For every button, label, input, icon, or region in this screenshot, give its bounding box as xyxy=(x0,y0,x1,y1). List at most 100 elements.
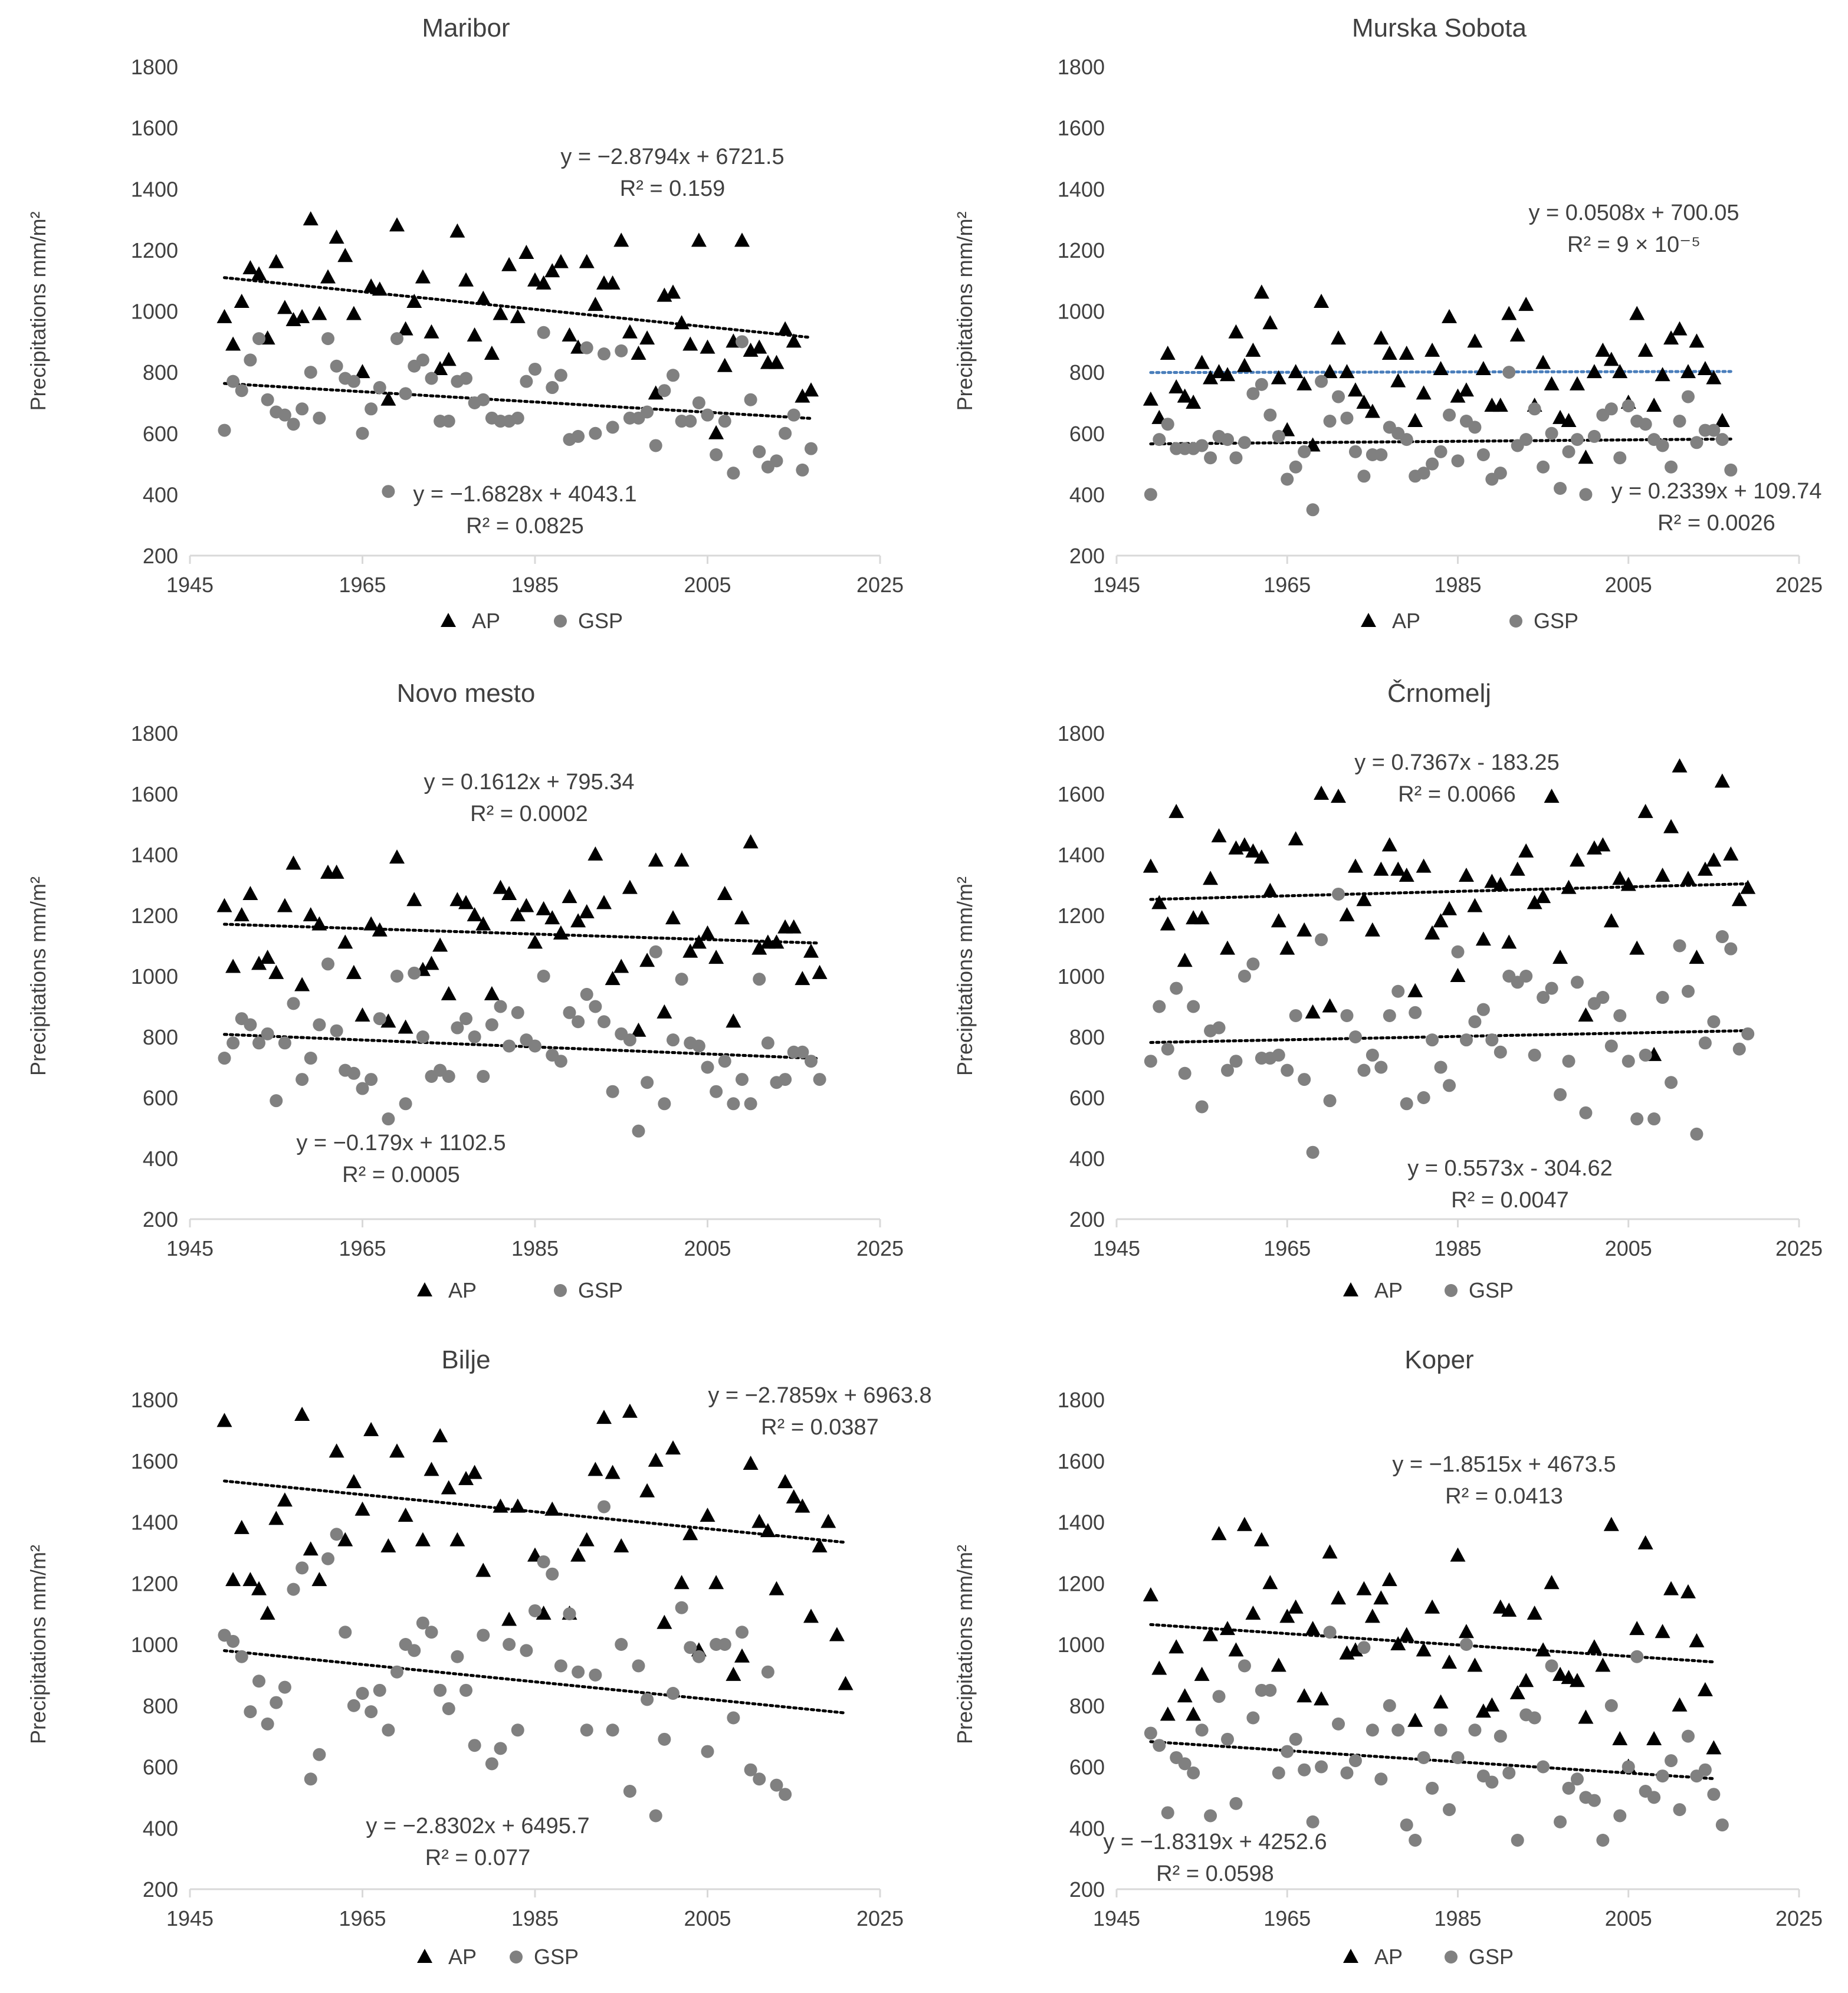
point-gsp xyxy=(1315,375,1328,388)
point-gsp xyxy=(813,1073,826,1086)
point-gsp xyxy=(261,393,274,406)
point-gsp xyxy=(554,1659,567,1673)
point-gsp xyxy=(632,1124,645,1138)
point-ap xyxy=(803,382,819,397)
point-gsp xyxy=(1715,930,1729,944)
point-gsp xyxy=(1621,399,1635,413)
point-gsp xyxy=(675,973,688,986)
point-gsp xyxy=(278,408,291,422)
point-ap xyxy=(1194,354,1210,369)
point-gsp xyxy=(1332,1717,1345,1731)
point-ap xyxy=(682,336,698,351)
y-tick-label: 1800 xyxy=(131,55,178,79)
point-ap xyxy=(389,217,405,232)
y-axis-label: Precipitations mm/m² xyxy=(26,1545,50,1744)
point-gsp xyxy=(468,1739,481,1752)
point-ap xyxy=(657,1614,672,1629)
point-gsp xyxy=(779,1788,792,1801)
point-ap xyxy=(1527,895,1542,910)
point-ap xyxy=(441,986,457,1000)
legend-marker-gsp xyxy=(554,615,567,628)
point-ap xyxy=(251,1581,267,1595)
point-ap xyxy=(1143,858,1158,873)
y-tick-label: 800 xyxy=(1069,360,1105,385)
point-ap xyxy=(1620,876,1636,891)
point-ap xyxy=(708,950,724,964)
point-gsp xyxy=(1281,1745,1294,1758)
point-ap xyxy=(1364,1608,1380,1623)
point-gsp xyxy=(1426,457,1439,471)
point-gsp xyxy=(347,1066,360,1080)
y-tick-label: 400 xyxy=(143,482,178,507)
point-ap xyxy=(1501,934,1517,949)
point-gsp xyxy=(468,1030,481,1043)
point-gsp xyxy=(658,1097,671,1111)
y-tick-label: 1200 xyxy=(131,1571,178,1595)
point-gsp xyxy=(1246,1711,1260,1725)
point-ap xyxy=(613,232,629,247)
point-ap xyxy=(1314,293,1330,308)
point-gsp xyxy=(1426,1033,1439,1047)
point-ap xyxy=(337,1532,353,1547)
point-gsp xyxy=(1246,957,1260,971)
point-ap xyxy=(406,892,422,907)
y-tick-label: 1800 xyxy=(131,721,178,746)
point-gsp xyxy=(1170,981,1183,995)
point-gsp xyxy=(1690,436,1703,449)
point-ap xyxy=(1442,1654,1458,1669)
point-ap xyxy=(1347,1642,1363,1657)
point-ap xyxy=(363,1421,379,1436)
chart-5: Koper Precipitations mm/m² 200 400 600 800 100… xyxy=(953,1345,1823,1969)
point-ap xyxy=(1697,360,1713,375)
point-gsp xyxy=(1604,402,1618,416)
point-ap xyxy=(777,321,793,336)
point-gsp xyxy=(537,1555,550,1568)
point-gsp xyxy=(494,1742,507,1755)
point-gsp xyxy=(1298,1073,1311,1086)
point-gsp xyxy=(718,1638,731,1651)
point-gsp xyxy=(1443,1079,1456,1092)
point-gsp xyxy=(1426,1781,1439,1795)
point-ap xyxy=(484,346,500,360)
point-ap xyxy=(795,971,810,986)
point-ap xyxy=(605,971,621,986)
point-ap xyxy=(1646,1731,1662,1745)
point-ap xyxy=(1561,413,1577,428)
point-gsp xyxy=(1715,433,1729,446)
point-gsp xyxy=(278,1036,291,1050)
x-tick-label: 2005 xyxy=(1605,1906,1652,1930)
point-ap xyxy=(1347,858,1363,873)
point-gsp xyxy=(615,1638,628,1651)
point-gsp xyxy=(1673,1803,1686,1817)
point-gsp xyxy=(1562,445,1575,458)
chart-0: Maribor Precipitations mm/m² 200 400 600 800 1… xyxy=(26,14,904,633)
point-gsp xyxy=(1443,1803,1456,1817)
point-ap xyxy=(1706,370,1722,385)
legend-label-gsp: GSP xyxy=(534,1945,579,1969)
point-gsp xyxy=(1570,976,1584,989)
point-ap xyxy=(536,275,552,290)
point-ap xyxy=(665,910,681,925)
point-ap xyxy=(234,293,250,308)
legend-label-ap: AP xyxy=(472,609,500,633)
point-ap xyxy=(769,354,785,369)
point-ap xyxy=(1663,819,1679,833)
point-ap xyxy=(372,281,388,296)
y-tick-label: 1400 xyxy=(131,843,178,867)
y-tick-label: 400 xyxy=(143,1147,178,1171)
y-tick-label: 1000 xyxy=(1058,300,1105,324)
point-gsp xyxy=(442,1702,455,1715)
chart-title: Maribor xyxy=(422,14,510,42)
point-gsp xyxy=(227,1036,240,1050)
point-ap xyxy=(1433,1694,1449,1709)
point-ap xyxy=(398,1508,413,1522)
point-gsp xyxy=(529,1604,541,1617)
point-gsp xyxy=(649,439,662,452)
point-gsp xyxy=(227,375,240,388)
point-ap xyxy=(1228,324,1244,339)
point-ap xyxy=(1245,342,1261,357)
point-gsp xyxy=(416,1030,429,1043)
point-ap xyxy=(1578,449,1594,464)
point-ap xyxy=(1552,409,1568,424)
point-gsp xyxy=(330,359,343,373)
